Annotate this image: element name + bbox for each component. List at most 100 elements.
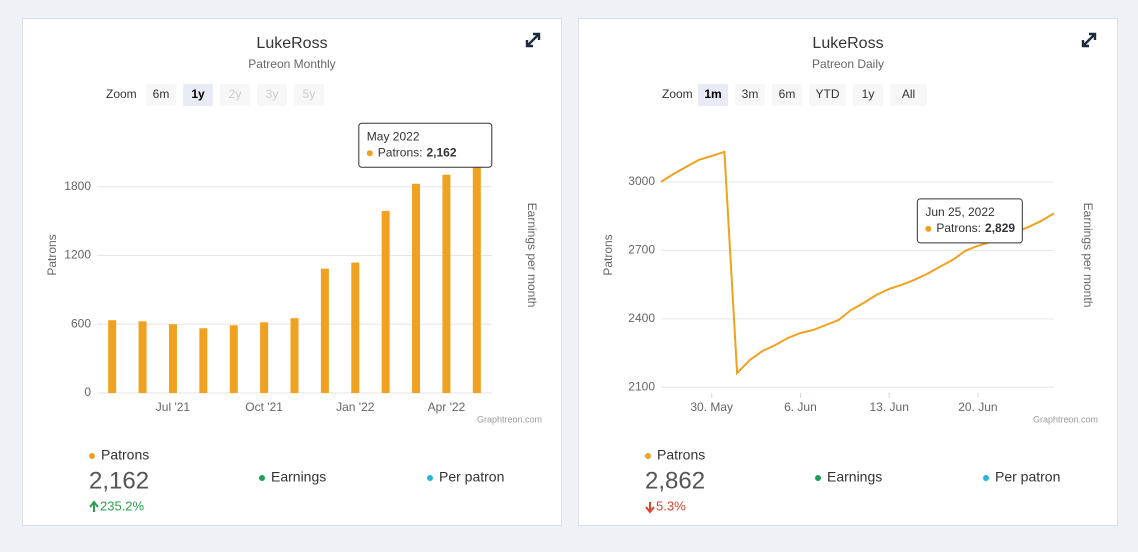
y-tick-label: 600 xyxy=(71,316,91,330)
zoom-button-text: 1y xyxy=(862,87,875,101)
legend-item[interactable]: Earnings xyxy=(259,469,326,485)
tooltip-dot xyxy=(925,225,932,232)
zoom-button-bg xyxy=(809,84,846,106)
zoom-button[interactable]: 1y xyxy=(183,84,213,106)
x-tick-label: Jan '22 xyxy=(336,400,375,414)
tooltip-value: 2,829 xyxy=(985,221,1015,235)
y-tick-label: 2400 xyxy=(628,311,655,325)
y2-axis-title: Earnings per month xyxy=(525,203,539,308)
change-arrow xyxy=(645,502,655,514)
zoom-button-text: 1m xyxy=(704,87,721,101)
zoom-button-bg xyxy=(146,84,176,106)
zoom-button: 5y xyxy=(294,84,324,106)
zoom-button-text: 6m xyxy=(153,87,170,101)
legend-text: Patrons xyxy=(101,447,149,463)
y-tick-label: 2700 xyxy=(628,243,655,257)
tooltip-box xyxy=(358,122,493,168)
x-tick-label: Oct '21 xyxy=(245,400,283,414)
bar xyxy=(442,174,451,393)
bar xyxy=(412,183,421,393)
summary-value: 2,162 xyxy=(89,467,149,494)
tooltip-row: Patrons: 2,162 xyxy=(378,145,457,159)
legend-item[interactable]: Patrons xyxy=(645,447,705,463)
expand-icon[interactable] xyxy=(525,32,541,48)
zoom-button-text: YTD xyxy=(816,87,840,101)
legend-item[interactable]: Earnings xyxy=(815,469,882,485)
y-tick-label: 3000 xyxy=(628,174,655,188)
legend-dot xyxy=(427,475,433,481)
card xyxy=(578,18,1118,526)
tooltip-title: May 2022 xyxy=(367,129,420,143)
zoom-button[interactable]: 3m xyxy=(735,84,765,106)
legend-text: Per patron xyxy=(439,469,504,485)
bar xyxy=(381,211,390,393)
y-axis-title: Patrons xyxy=(45,234,59,275)
chart-subtitle: Patreon Daily xyxy=(812,57,884,71)
chart-title: LukeRoss xyxy=(812,35,883,52)
zoom-button-text: 3y xyxy=(266,87,279,101)
zoom-button-bg xyxy=(220,84,250,106)
x-tick-label: Apr '22 xyxy=(428,400,466,414)
zoom-button: 2y xyxy=(220,84,250,106)
chart-title: LukeRoss xyxy=(256,35,327,52)
tooltip-title: Jun 25, 2022 xyxy=(925,205,995,219)
zoom-button-text: 5y xyxy=(303,87,316,101)
zoom-button[interactable]: 1y xyxy=(853,84,883,106)
expand-icon[interactable] xyxy=(1081,32,1097,48)
y-tick-label: 1200 xyxy=(64,248,91,262)
y2-axis-title: Earnings per month xyxy=(1081,203,1095,308)
y-tick-label: 0 xyxy=(84,385,91,399)
legend-item[interactable]: Per patron xyxy=(983,469,1060,485)
tooltip-box xyxy=(916,198,1023,244)
zoom-button: 3y xyxy=(257,84,287,106)
x-tick-label: 13. Jun xyxy=(870,400,909,414)
change-arrow xyxy=(89,500,99,512)
zoom-button-bg xyxy=(735,84,765,106)
zoom-button-bg xyxy=(183,84,213,106)
tooltip-label: Patrons: xyxy=(378,145,423,159)
chart-subtitle: Patreon Monthly xyxy=(248,57,335,71)
zoom-button[interactable]: 1m xyxy=(698,84,728,106)
credit: Graphtreon.com xyxy=(1033,414,1098,424)
zoom-label: Zoom xyxy=(662,87,693,101)
zoom-button-bg xyxy=(890,84,927,106)
legend-item[interactable]: Per patron xyxy=(427,469,504,485)
bar xyxy=(138,321,147,393)
card xyxy=(22,18,562,526)
legend-item[interactable]: Patrons xyxy=(89,447,149,463)
tooltip-value: 2,162 xyxy=(427,145,457,159)
tooltip-row: Patrons: 2,829 xyxy=(936,221,1015,235)
bar xyxy=(472,145,481,393)
legend-dot xyxy=(89,453,95,459)
y-tick-label: 1800 xyxy=(64,179,91,193)
bar xyxy=(229,325,238,393)
zoom-button[interactable]: 6m xyxy=(772,84,802,106)
zoom-button-bg xyxy=(853,84,883,106)
zoom-button-text: 2y xyxy=(229,87,242,101)
summary-change: 235.2% xyxy=(100,498,145,513)
x-tick-label: Jul '21 xyxy=(156,400,191,414)
legend-dot xyxy=(983,475,989,481)
x-tick-label: 30. May xyxy=(690,400,733,414)
zoom-button-bg xyxy=(294,84,324,106)
zoom-button-text: All xyxy=(902,87,915,101)
credit: Graphtreon.com xyxy=(477,414,542,424)
legend-dot xyxy=(645,453,651,459)
legend-dot xyxy=(815,475,821,481)
legend-text: Per patron xyxy=(995,469,1060,485)
summary-value: 2,862 xyxy=(645,467,705,494)
zoom-button[interactable]: All xyxy=(890,84,927,106)
x-tick-label: 6. Jun xyxy=(784,400,817,414)
zoom-button-bg xyxy=(772,84,802,106)
tooltip-label: Patrons: xyxy=(936,221,981,235)
zoom-button-text: 6m xyxy=(779,87,796,101)
bar xyxy=(351,262,360,393)
tooltip: Jun 25, 2022 Patrons: 2,829 xyxy=(916,198,1023,244)
zoom-button-text: 3m xyxy=(742,87,759,101)
zoom-label: Zoom xyxy=(106,87,137,101)
summary-change: 5.3% xyxy=(656,498,686,513)
x-tick-label: 20. Jun xyxy=(958,400,997,414)
zoom-button[interactable]: YTD xyxy=(809,84,846,106)
zoom-button[interactable]: 6m xyxy=(146,84,176,106)
